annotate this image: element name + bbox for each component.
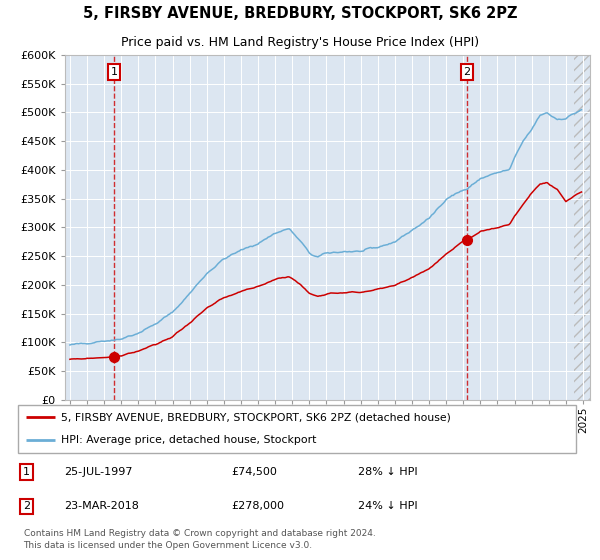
FancyBboxPatch shape	[18, 405, 577, 452]
Text: 5, FIRSBY AVENUE, BREDBURY, STOCKPORT, SK6 2PZ (detached house): 5, FIRSBY AVENUE, BREDBURY, STOCKPORT, S…	[61, 412, 451, 422]
Text: 1: 1	[110, 67, 118, 77]
Text: 5, FIRSBY AVENUE, BREDBURY, STOCKPORT, SK6 2PZ: 5, FIRSBY AVENUE, BREDBURY, STOCKPORT, S…	[83, 6, 517, 21]
Text: HPI: Average price, detached house, Stockport: HPI: Average price, detached house, Stoc…	[61, 435, 316, 445]
Bar	[574, 55, 600, 400]
Text: 1: 1	[23, 467, 30, 477]
Text: 2: 2	[23, 501, 30, 511]
Text: Price paid vs. HM Land Registry's House Price Index (HPI): Price paid vs. HM Land Registry's House …	[121, 36, 479, 49]
Text: £74,500: £74,500	[231, 467, 277, 477]
Text: £278,000: £278,000	[231, 501, 284, 511]
Text: Contains HM Land Registry data © Crown copyright and database right 2024.
This d: Contains HM Land Registry data © Crown c…	[23, 529, 375, 550]
Text: 24% ↓ HPI: 24% ↓ HPI	[358, 501, 417, 511]
Text: 2: 2	[463, 67, 470, 77]
Text: 25-JUL-1997: 25-JUL-1997	[64, 467, 133, 477]
Text: 23-MAR-2018: 23-MAR-2018	[64, 501, 139, 511]
Text: 28% ↓ HPI: 28% ↓ HPI	[358, 467, 417, 477]
